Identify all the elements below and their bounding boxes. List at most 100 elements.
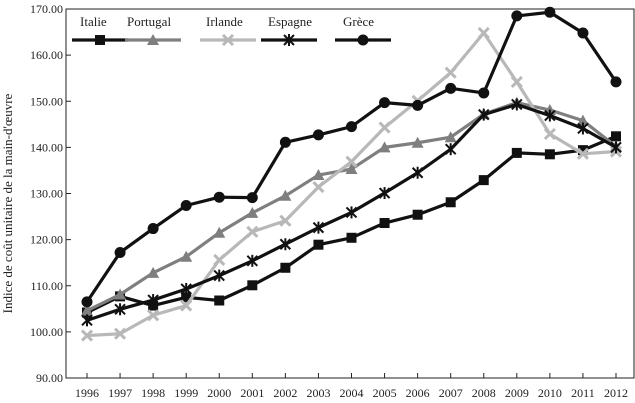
point-espagne: [246, 254, 259, 267]
y-tick-label: 170.00: [30, 2, 63, 16]
point-irlande: [312, 180, 325, 194]
y-tick-label: 150.00: [30, 94, 63, 108]
x-tick-label: 1998: [141, 386, 165, 400]
point-italie: [214, 295, 225, 306]
point-italie: [544, 149, 555, 160]
point-espagne: [544, 109, 556, 122]
point-irlande: [378, 121, 391, 134]
y-axis-title: Indice de coût unitaire de la main-d'œuv…: [0, 93, 15, 313]
series-italie: [82, 131, 621, 318]
point-italie: [611, 131, 621, 142]
point-irlande: [576, 147, 589, 160]
series-irlande: [80, 26, 623, 342]
y-tick-label: 120.00: [30, 233, 63, 247]
legend-label: Portugal: [127, 14, 171, 29]
series-line-irlande: [86, 31, 617, 338]
point-portugal: [246, 206, 259, 218]
point-grece: [445, 82, 457, 94]
point-portugal: [180, 250, 193, 262]
x-tick-label: 1996: [75, 386, 99, 400]
point-grece: [279, 136, 291, 148]
point-italie: [412, 209, 423, 220]
x-tick-label: 2000: [207, 386, 231, 400]
x-tick-label: 2002: [273, 386, 297, 400]
y-tick-label: 110.00: [30, 279, 63, 293]
point-espagne: [180, 282, 192, 295]
point-portugal: [444, 131, 457, 143]
x-tick-label: 2001: [240, 386, 264, 400]
point-espagne: [577, 122, 589, 135]
point-espagne: [478, 108, 490, 121]
legend-marker: [283, 34, 295, 46]
point-irlande: [246, 225, 259, 238]
point-italie: [181, 292, 192, 303]
point-irlande: [543, 127, 556, 141]
x-tick-label: 1999: [174, 386, 198, 400]
plot-frame: [65, 8, 635, 379]
point-espagne: [511, 98, 523, 111]
point-grece: [577, 27, 589, 39]
x-tick-label: 2005: [373, 386, 397, 400]
point-espagne: [444, 143, 457, 156]
point-italie: [280, 262, 291, 273]
x-tick-label: 2008: [472, 386, 496, 400]
point-portugal: [378, 141, 391, 153]
point-irlande: [510, 75, 523, 88]
point-italie: [247, 280, 258, 291]
point-grece: [379, 97, 391, 109]
legend-item-grece: Grèce: [335, 14, 391, 46]
legend-item-irlande: Irlande: [200, 14, 256, 47]
point-italie: [511, 147, 522, 158]
point-italie: [577, 145, 588, 156]
point-grece: [81, 296, 93, 308]
point-espagne: [610, 141, 622, 154]
legend-marker: [95, 35, 105, 45]
legend-label: Irlande: [206, 14, 243, 29]
point-irlande: [213, 253, 226, 266]
point-portugal: [576, 114, 589, 126]
point-portugal: [411, 136, 424, 148]
point-espagne: [147, 294, 159, 307]
point-espagne: [279, 238, 292, 251]
point-irlande: [147, 309, 160, 322]
y-tick-label: 100.00: [30, 325, 63, 339]
point-portugal: [345, 163, 358, 175]
legend-label: Grèce: [343, 14, 374, 29]
point-espagne: [312, 221, 325, 234]
point-portugal: [114, 288, 127, 300]
point-irlande: [279, 214, 292, 227]
point-irlande: [477, 26, 490, 40]
point-grece: [312, 129, 324, 141]
point-portugal: [147, 266, 160, 278]
point-grece: [478, 87, 490, 99]
point-portugal: [213, 226, 226, 238]
legend-marker: [357, 34, 369, 46]
x-tick-label: 2012: [604, 386, 628, 400]
x-tick-label: 2011: [571, 386, 595, 400]
point-grece: [246, 192, 258, 204]
x-tick-label: 1997: [108, 386, 132, 400]
legend-label: Espagne: [268, 14, 312, 29]
point-espagne: [411, 166, 424, 179]
point-espagne: [378, 187, 391, 200]
point-grece: [346, 121, 357, 133]
y-tick-label: 140.00: [30, 140, 63, 154]
point-irlande: [444, 66, 457, 79]
legend-item-portugal: Portugal: [125, 14, 181, 45]
point-espagne: [213, 269, 225, 282]
x-tick-label: 2007: [439, 386, 463, 400]
point-italie: [313, 239, 324, 250]
series-espagne: [81, 98, 622, 327]
point-espagne: [81, 314, 93, 327]
point-grece: [610, 76, 622, 88]
point-grece: [412, 99, 424, 111]
legend: Italie Portugal Irlande Espagne Grèce: [72, 14, 391, 47]
point-irlande: [180, 299, 193, 312]
point-portugal: [81, 304, 93, 316]
legend-item-espagne: Espagne: [261, 14, 317, 46]
point-italie: [445, 197, 456, 208]
series-line-grece: [85, 10, 618, 303]
